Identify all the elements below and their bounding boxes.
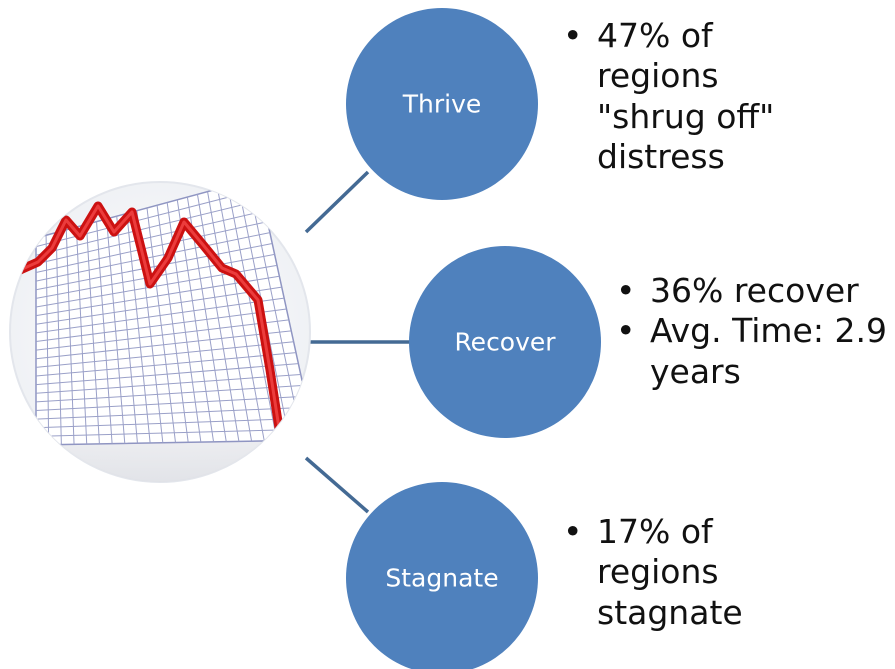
grid-line-h — [35, 384, 304, 403]
node-recover-label: Recover — [454, 327, 556, 357]
grid-line-h — [35, 199, 263, 256]
grid-line-h — [35, 210, 266, 265]
grid-line-h — [35, 297, 285, 334]
grid-line-h — [35, 308, 287, 342]
grid-line-h — [35, 221, 268, 273]
node-stagnate — [346, 482, 538, 669]
connector-stagnate — [304, 456, 370, 514]
thrive-bullets: 47% of regions "shrug off" distress — [563, 16, 813, 177]
connectors — [304, 170, 414, 514]
node-stagnate-label: Stagnate — [385, 563, 499, 593]
grid-line-h — [35, 243, 273, 291]
node-thrive-label: Thrive — [402, 89, 482, 119]
recover-bullet-2: Avg. Time: 2.9 years — [616, 311, 894, 392]
grid-line-h — [35, 428, 310, 437]
grid-line-h — [35, 374, 301, 394]
stagnate-bullet-1: 17% of regions stagnate — [563, 512, 813, 633]
grid-line-h — [35, 232, 270, 282]
arrow-head — [270, 455, 300, 480]
connector-thrive — [304, 170, 370, 234]
grid-line-h — [35, 395, 306, 411]
recover-bullet-1: 36% recover — [616, 271, 894, 312]
grid-line-h — [35, 330, 292, 360]
recover-bullets: 36% recover Avg. Time: 2.9 years — [616, 271, 894, 392]
thrive-bullet-1: 47% of regions "shrug off" distress — [563, 16, 813, 177]
grid-line-h — [35, 319, 289, 351]
grid-line-h — [35, 363, 299, 386]
grid-line-h — [35, 188, 261, 248]
grid-line-h — [35, 406, 308, 420]
node-recover — [409, 246, 601, 438]
node-thrive — [346, 8, 538, 200]
grid-line-h — [35, 417, 310, 429]
grid-line-h — [35, 352, 297, 377]
grid-line-h — [35, 341, 294, 368]
grid-line-h — [35, 286, 282, 325]
stagnate-bullets: 17% of regions stagnate — [563, 512, 813, 633]
hub-chart-image — [9, 181, 311, 483]
